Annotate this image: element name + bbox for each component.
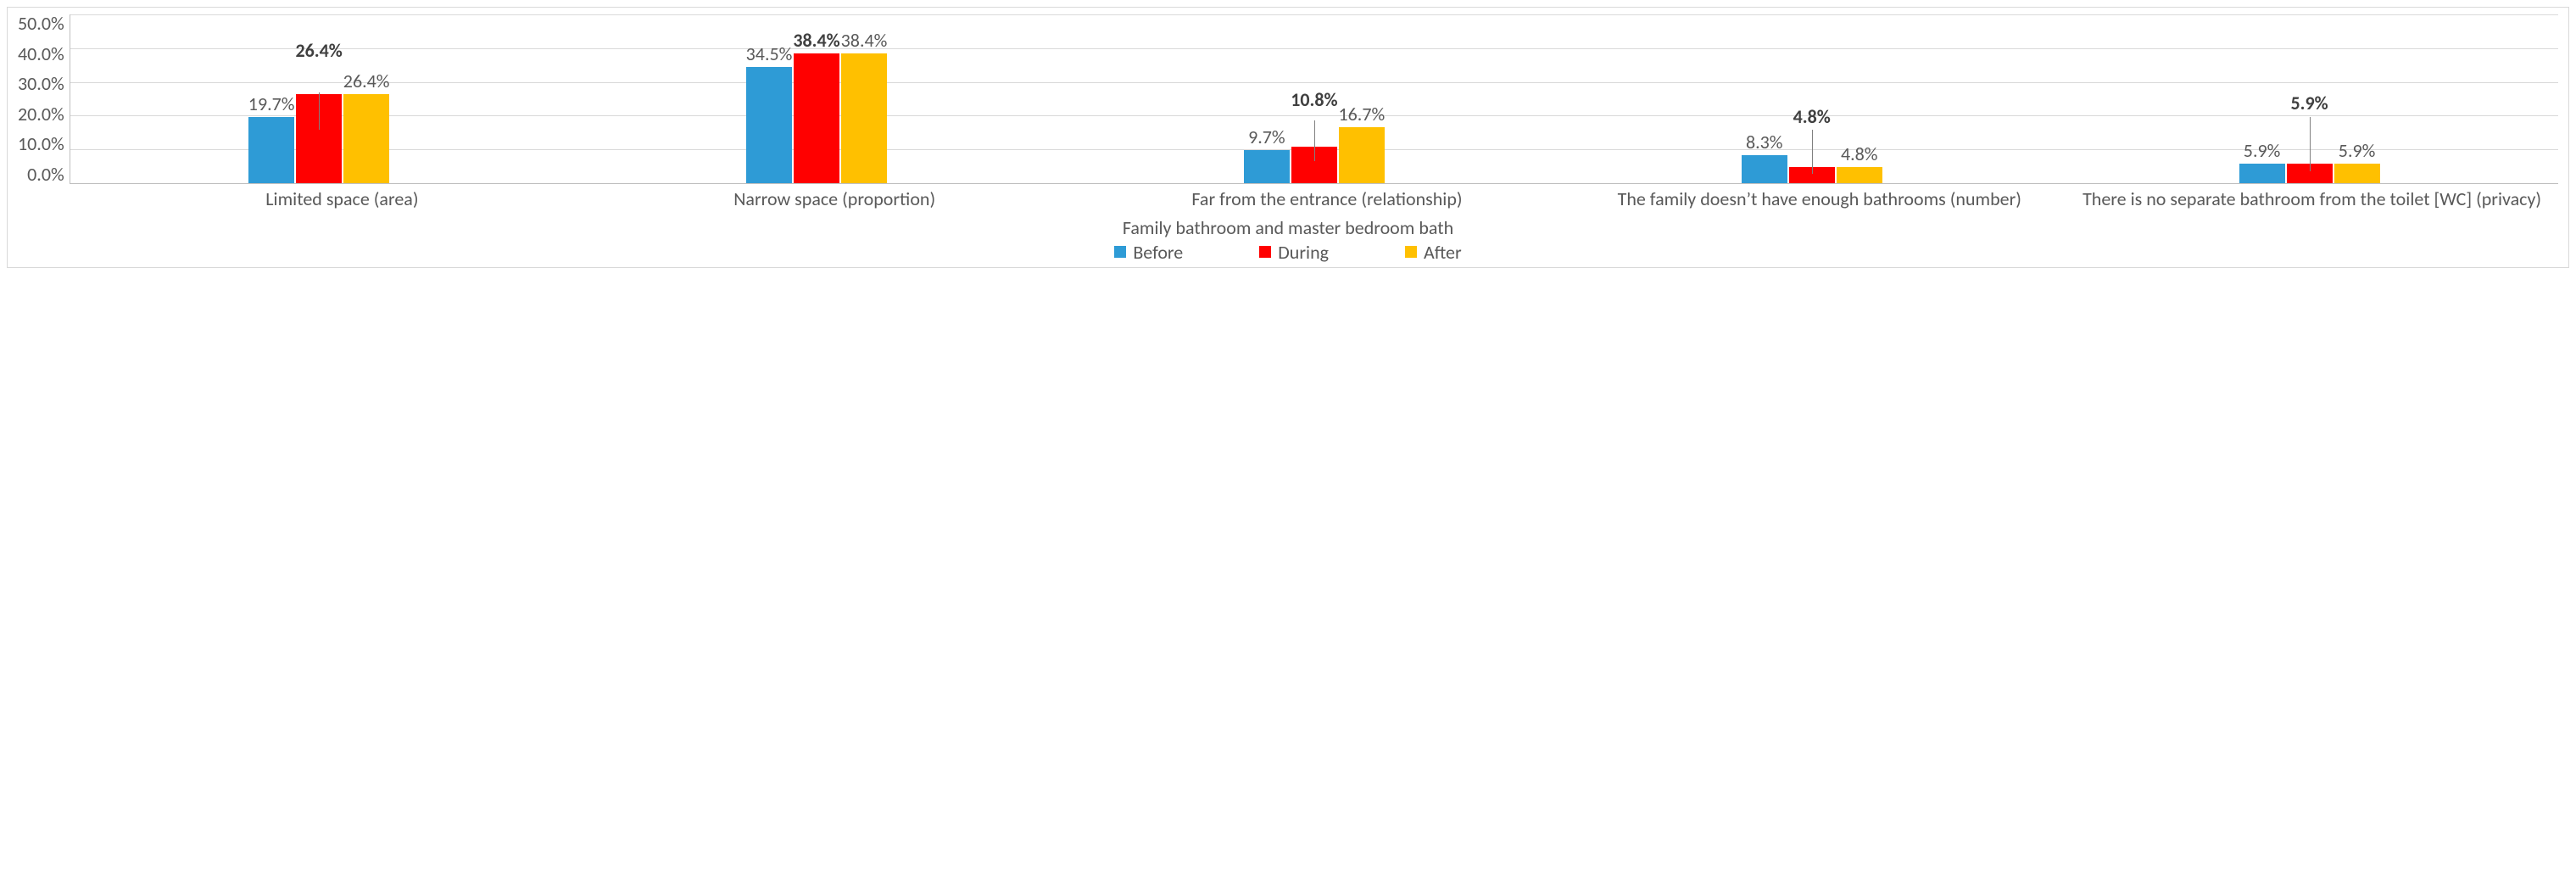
x-tick-label: Far from the entrance (relationship) (1081, 187, 1574, 211)
bar-value-label: 8.3% (1746, 131, 1783, 153)
bar: 5.9% (2239, 164, 2285, 183)
bar-value-label: 5.9% (2244, 139, 2281, 162)
bar-cluster: 19.7%26.4%26.4% (70, 14, 568, 183)
legend-label: Before (1133, 241, 1183, 264)
bar-cluster: 9.7%10.8%16.7% (1065, 14, 1563, 183)
y-tick-label: 20.0% (18, 105, 64, 124)
legend-label: During (1278, 241, 1329, 264)
leader-line (319, 92, 320, 130)
bar-group: 9.7%10.8%16.7% (1065, 14, 1563, 183)
legend-item: Before (1114, 241, 1183, 264)
bar: 8.3% (1742, 155, 1787, 183)
legend-item: After (1405, 241, 1462, 264)
bar: 38.4% (794, 53, 839, 183)
bar: 16.7% (1339, 127, 1385, 183)
leader-line (2310, 117, 2311, 171)
bar-value-label: 34.5% (746, 42, 793, 65)
bar-cluster: 5.9%5.9%5.9% (2060, 14, 2558, 183)
bar-value-label: 10.8% (1291, 88, 1337, 111)
leader-line (1812, 130, 1813, 174)
bar-groups: 19.7%26.4%26.4%34.5%38.4%38.4%9.7%10.8%1… (70, 14, 2558, 183)
y-tick-label: 0.0% (27, 165, 64, 184)
bar: 5.9% (2287, 164, 2333, 183)
bar: 19.7% (248, 117, 294, 183)
bar: 10.8% (1291, 147, 1337, 183)
chart-body: 50.0%40.0%30.0%20.0%10.0%0.0% 19.7%26.4%… (18, 14, 2558, 184)
bar-value-label: 9.7% (1248, 125, 1285, 148)
bar: 5.9% (2334, 164, 2380, 183)
legend: Before During After (18, 241, 2558, 264)
plot-area: 19.7%26.4%26.4%34.5%38.4%38.4%9.7%10.8%1… (70, 14, 2558, 184)
bar: 26.4% (343, 94, 389, 183)
bar-value-label: 38.4% (841, 29, 888, 52)
bar-group: 8.3%4.8%4.8% (1563, 14, 2060, 183)
bar-group: 19.7%26.4%26.4% (70, 14, 568, 183)
bar: 34.5% (746, 67, 792, 183)
legend-swatch (1114, 246, 1126, 258)
bar: 26.4% (296, 94, 342, 183)
y-axis: 50.0% 40.0% 30.0% 20.0% 10.0% 0.0% (18, 14, 70, 184)
bar-value-label: 26.4% (343, 70, 390, 92)
leader-line (1314, 120, 1315, 161)
chart-container: 50.0%40.0%30.0%20.0%10.0%0.0% 19.7%26.4%… (7, 7, 2569, 268)
x-tick-label: The family doesn’t have enough bathrooms… (1573, 187, 2066, 211)
bar: 9.7% (1244, 150, 1290, 183)
x-tick-label: Narrow space (proportion) (588, 187, 1081, 211)
bar-value-label: 26.4% (295, 39, 342, 62)
bar-value-label: 38.4% (793, 29, 839, 52)
bar-group: 34.5%38.4%38.4% (568, 14, 1066, 183)
bar-group: 5.9%5.9%5.9% (2060, 14, 2558, 183)
legend-item: During (1259, 241, 1329, 264)
bar-value-label: 16.7% (1339, 103, 1386, 125)
x-tick-label: Limited space (area) (96, 187, 588, 211)
y-tick-label: 40.0% (18, 45, 64, 64)
x-axis-labels: Limited space (area)Narrow space (propor… (96, 187, 2558, 211)
legend-swatch (1259, 246, 1271, 258)
bar: 4.8% (1789, 167, 1835, 183)
bar-value-label: 5.9% (2339, 139, 2376, 162)
legend-label: After (1424, 241, 1462, 264)
y-tick-label: 30.0% (18, 75, 64, 93)
bar-value-label: 19.7% (248, 92, 295, 115)
bar-value-label: 4.8% (1841, 142, 1878, 165)
x-tick-label: There is no separate bathroom from the t… (2066, 187, 2558, 211)
bar-value-label: 5.9% (2290, 92, 2328, 114)
legend-swatch (1405, 246, 1417, 258)
bar-cluster: 34.5%38.4%38.4% (568, 14, 1066, 183)
bar: 38.4% (841, 53, 887, 183)
bar: 4.8% (1837, 167, 1882, 183)
y-tick-label: 10.0% (18, 135, 64, 153)
y-tick-label: 50.0% (18, 14, 64, 33)
bar-value-label: 4.8% (1793, 105, 1831, 128)
bar-cluster: 8.3%4.8%4.8% (1563, 14, 2060, 183)
x-axis-title: Family bathroom and master bedroom bath (18, 216, 2558, 239)
